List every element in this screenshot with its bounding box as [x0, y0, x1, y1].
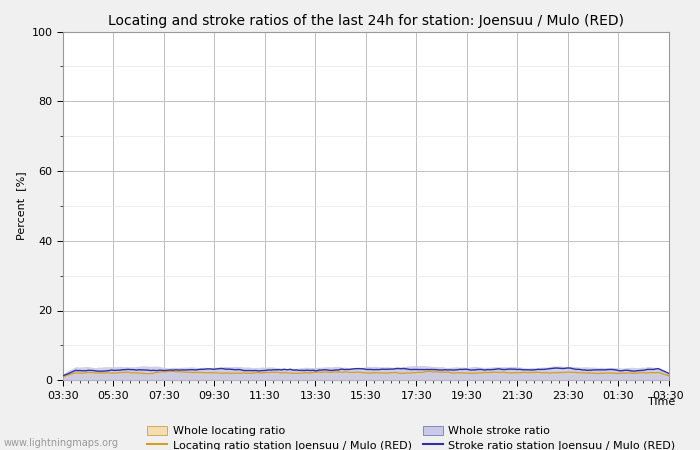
Title: Locating and stroke ratios of the last 24h for station: Joensuu / Mulo (RED): Locating and stroke ratios of the last 2… [108, 14, 624, 27]
Text: Time: Time [648, 397, 676, 407]
Text: www.lightningmaps.org: www.lightningmaps.org [4, 438, 118, 448]
Legend: Whole locating ratio, Locating ratio station Joensuu / Mulo (RED), Whole stroke : Whole locating ratio, Locating ratio sta… [147, 426, 676, 450]
Y-axis label: Percent  [%]: Percent [%] [16, 171, 26, 240]
